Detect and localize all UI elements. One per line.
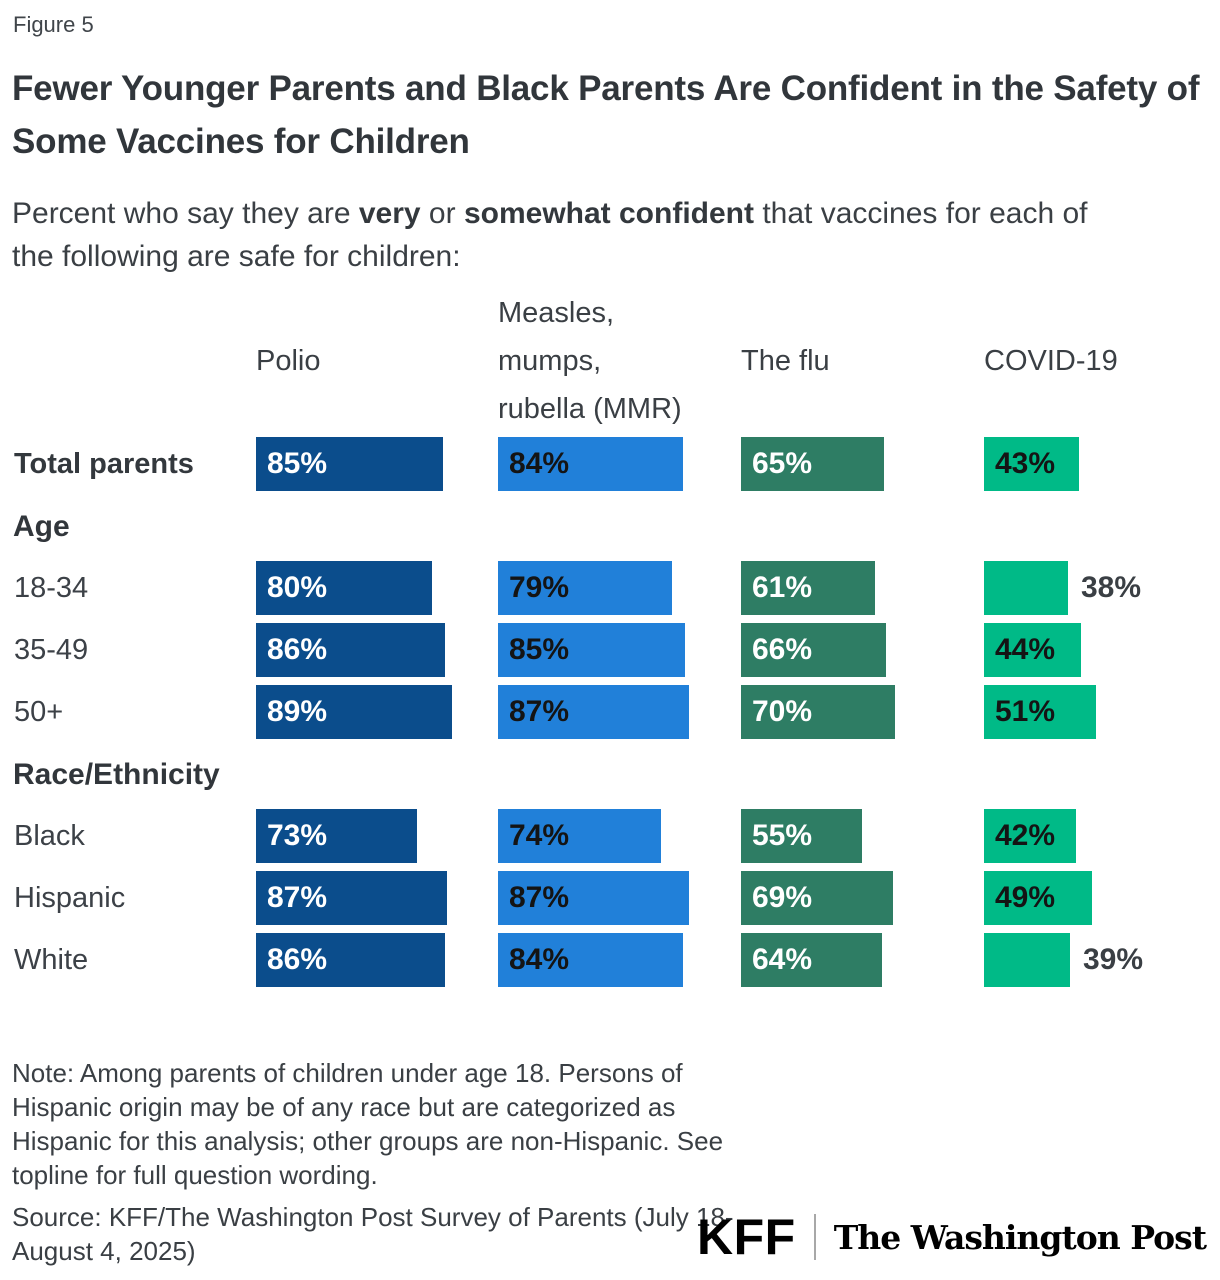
bar-value-label: 39% bbox=[1083, 943, 1144, 976]
bar-total-parents-the-flu: 65% bbox=[741, 437, 884, 491]
subtitle-text: or bbox=[420, 197, 464, 230]
column-header-line: rubella (MMR) bbox=[498, 393, 682, 425]
subtitle-bold-somewhat-confident: somewhat confident bbox=[463, 197, 754, 230]
figure-label: Figure 5 bbox=[13, 12, 94, 37]
bar-value-label: 44% bbox=[995, 633, 1056, 666]
bar-value-label: 43% bbox=[995, 447, 1056, 480]
bar-value-label: 86% bbox=[267, 943, 328, 976]
bar-18-34-covid-19 bbox=[984, 561, 1068, 615]
row-label-18-34: 18-34 bbox=[14, 572, 89, 604]
bar-value-label: 79% bbox=[509, 571, 570, 604]
bar-total-parents-polio: 85% bbox=[256, 437, 443, 491]
bar-hispanic-the-flu: 69% bbox=[741, 871, 893, 925]
section-heading-race-ethnicity: Race/Ethnicity bbox=[13, 758, 220, 791]
bar-18-34-the-flu: 61% bbox=[741, 561, 875, 615]
subtitle-text: Percent who say they are bbox=[12, 197, 359, 230]
bar-value-label: 55% bbox=[752, 819, 813, 852]
subtitle-text: that vaccines for each of bbox=[753, 197, 1088, 230]
bar-black-measles-mumps-rubella-mmr: 74% bbox=[498, 809, 661, 863]
bar-value-label: 66% bbox=[752, 633, 813, 666]
bar-black-the-flu: 55% bbox=[741, 809, 862, 863]
subtitle-bold-very: very bbox=[358, 197, 421, 230]
bar-value-label: 69% bbox=[752, 881, 813, 914]
bar-18-34-measles-mumps-rubella-mmr: 79% bbox=[498, 561, 672, 615]
column-header-measles-mumps-rubella-mmr: Measles, mumps, rubella (MMR) bbox=[498, 296, 682, 426]
bar-35-49-the-flu: 66% bbox=[741, 623, 886, 677]
column-header-the-flu: The flu bbox=[741, 296, 830, 426]
subtitle-text: the following are safe for children: bbox=[12, 240, 461, 273]
bar-value-label: 85% bbox=[509, 633, 570, 666]
bar-value-label: 87% bbox=[509, 881, 570, 914]
bar-value-label: 85% bbox=[267, 447, 328, 480]
source-text: Source: KFF/The Washington Post Survey o… bbox=[12, 1202, 734, 1266]
bar-value-label: 74% bbox=[509, 819, 570, 852]
row-label-50: 50+ bbox=[14, 696, 64, 728]
bar-value-label: 61% bbox=[752, 571, 813, 604]
bar-black-covid-19: 42% bbox=[984, 809, 1076, 863]
kff-logo: KFF bbox=[697, 1209, 796, 1265]
bar-50-polio: 89% bbox=[256, 685, 452, 739]
column-header-covid-19: COVID-19 bbox=[984, 296, 1118, 426]
column-header-line: Polio bbox=[256, 345, 321, 377]
figure-subtitle: Percent who say they are very or somewha… bbox=[12, 192, 1208, 278]
bar-black-polio: 73% bbox=[256, 809, 417, 863]
bar-50-measles-mumps-rubella-mmr: 87% bbox=[498, 685, 689, 739]
column-header-line: The flu bbox=[741, 345, 830, 377]
bar-value-label: 87% bbox=[509, 695, 570, 728]
bar-hispanic-covid-19: 49% bbox=[984, 871, 1092, 925]
row-label-35-49: 35-49 bbox=[14, 634, 89, 666]
bar-value-label: 80% bbox=[267, 571, 328, 604]
column-header-line: Measles, bbox=[498, 297, 615, 329]
note-text: Note: Among parents of children under ag… bbox=[12, 1058, 724, 1190]
bar-value-label: 73% bbox=[267, 819, 328, 852]
row-label-hispanic: Hispanic bbox=[14, 882, 126, 914]
bar-value-label: 87% bbox=[267, 881, 328, 914]
bar-hispanic-polio: 87% bbox=[256, 871, 447, 925]
footer-logos: KFF The Washington Post bbox=[697, 1208, 1207, 1266]
bar-total-parents-covid-19: 43% bbox=[984, 437, 1079, 491]
bar-value-label: 70% bbox=[752, 695, 813, 728]
row-label-total-parents: Total parents bbox=[14, 448, 194, 480]
bar-50-covid-19: 51% bbox=[984, 685, 1096, 739]
column-header-polio: Polio bbox=[256, 296, 321, 426]
bar-value-label: 89% bbox=[267, 695, 328, 728]
bar-18-34-polio: 80% bbox=[256, 561, 432, 615]
bar-value-label: 49% bbox=[995, 881, 1056, 914]
bar-value-label: 84% bbox=[509, 447, 570, 480]
bar-value-label: 51% bbox=[995, 695, 1056, 728]
bar-value-label: 42% bbox=[995, 819, 1056, 852]
row-label-black: Black bbox=[14, 820, 85, 852]
bar-35-49-covid-19: 44% bbox=[984, 623, 1081, 677]
bar-value-label: 38% bbox=[1081, 571, 1142, 604]
bar-white-polio: 86% bbox=[256, 933, 445, 987]
bar-white-covid-19 bbox=[984, 933, 1070, 987]
bar-chart: Total parents 85% 84% 65% 43% Age 18-34 80% 79% 6… bbox=[13, 437, 1144, 987]
figure-title: Fewer Younger Parents and Black Parents … bbox=[12, 69, 1200, 161]
bar-value-label: 64% bbox=[752, 943, 813, 976]
column-header-line: COVID-19 bbox=[984, 345, 1118, 377]
column-headers: Polio Measles, mumps, rubella (MMR) The flu C… bbox=[0, 296, 1220, 426]
bar-35-49-measles-mumps-rubella-mmr: 85% bbox=[498, 623, 685, 677]
section-heading-age: Age bbox=[13, 510, 70, 543]
logo-divider bbox=[813, 1214, 816, 1260]
bar-white-the-flu: 64% bbox=[741, 933, 882, 987]
bar-value-label: 84% bbox=[509, 943, 570, 976]
bar-35-49-polio: 86% bbox=[256, 623, 445, 677]
column-header-line: mumps, bbox=[498, 345, 602, 377]
bar-white-measles-mumps-rubella-mmr: 84% bbox=[498, 933, 683, 987]
bar-value-label: 86% bbox=[267, 633, 328, 666]
bar-value-label: 65% bbox=[752, 447, 813, 480]
bar-hispanic-measles-mumps-rubella-mmr: 87% bbox=[498, 871, 689, 925]
bar-50-the-flu: 70% bbox=[741, 685, 895, 739]
washington-post-logo: The Washington Post bbox=[833, 1217, 1207, 1257]
bar-total-parents-measles-mumps-rubella-mmr: 84% bbox=[498, 437, 683, 491]
row-label-white: White bbox=[14, 944, 89, 976]
